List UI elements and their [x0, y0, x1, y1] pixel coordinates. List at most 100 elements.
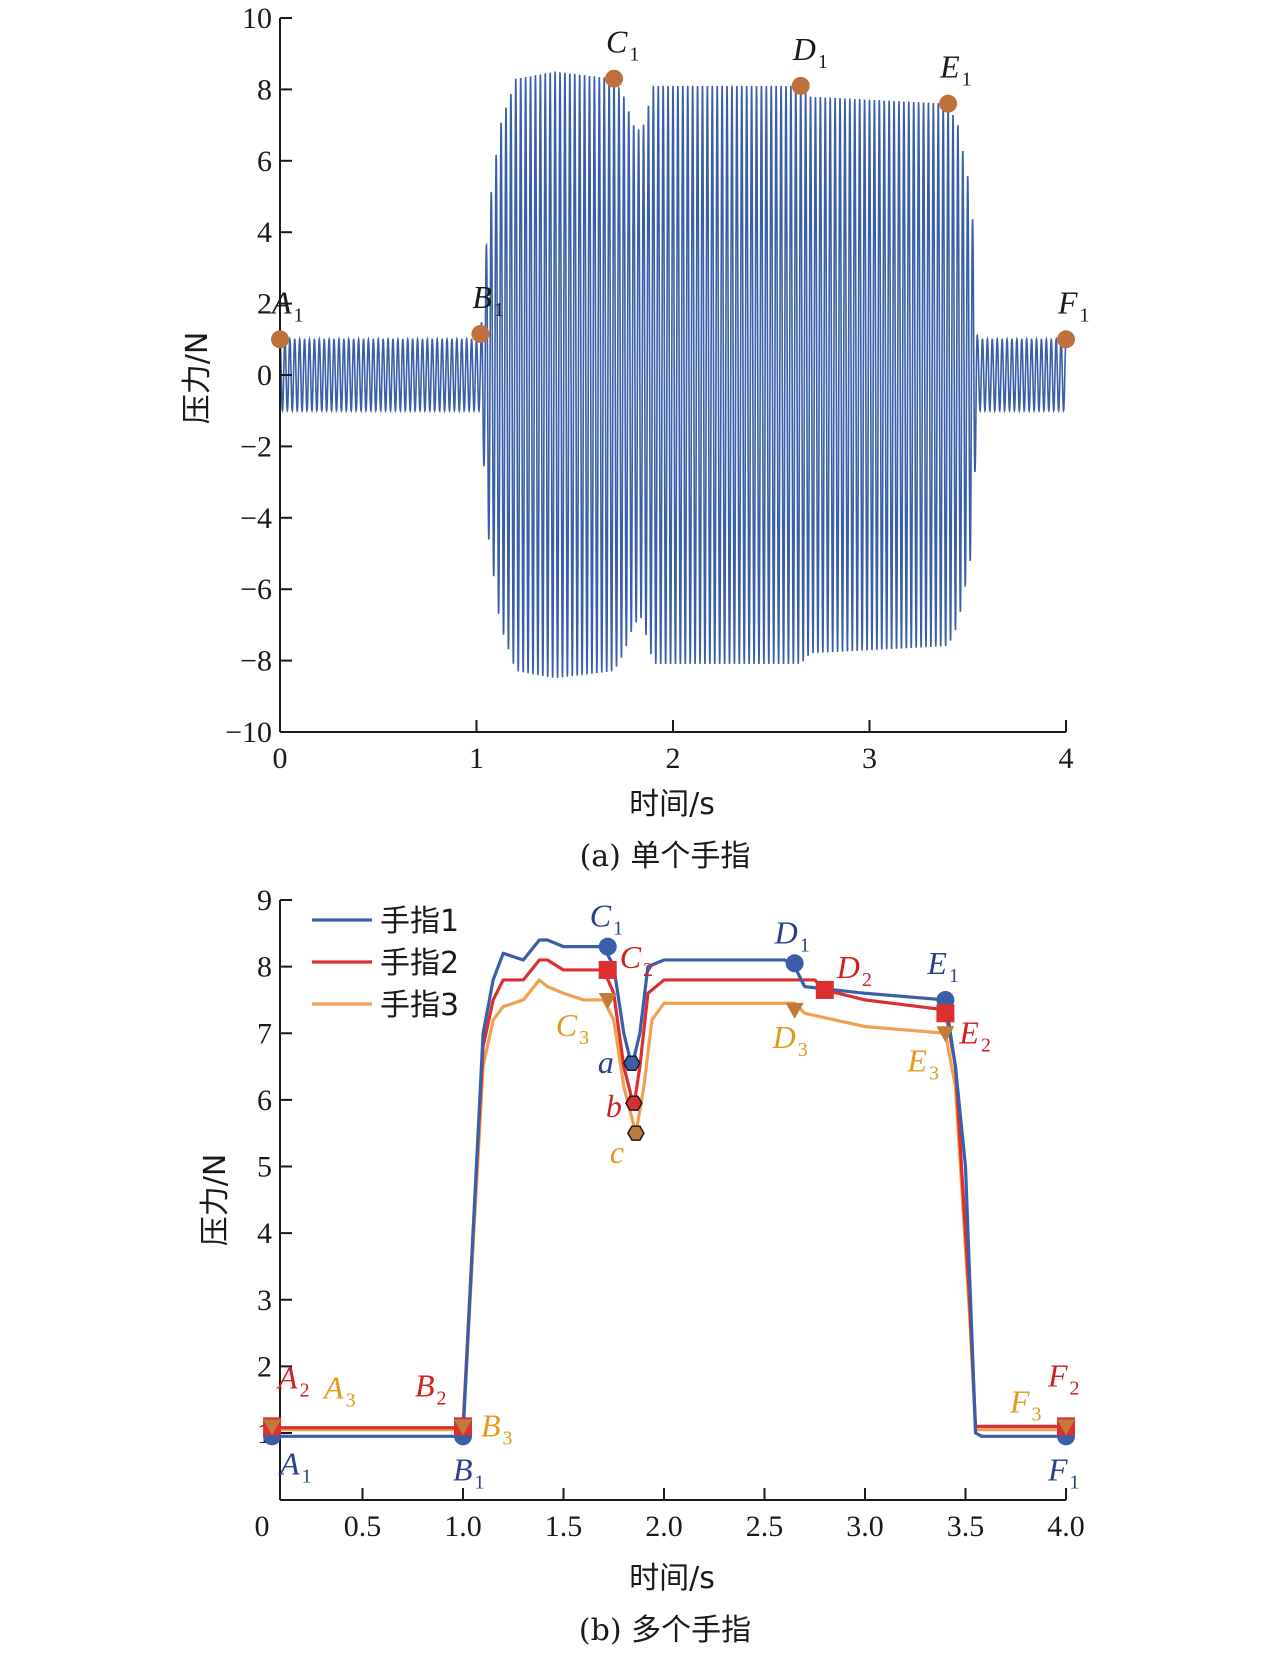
panel-b-point-d2: [815, 980, 834, 999]
panel-b-caption: (b) 多个手指: [579, 1613, 751, 1648]
panel-b-label-c1-sub: 1: [613, 918, 623, 940]
panel-a-point-a1: [271, 330, 289, 349]
panel-a-y-axis-label: 压力/N: [180, 332, 215, 425]
panel-a-y-tick-label: 10: [242, 2, 272, 35]
panel-b-minimum-label-c: c: [610, 1134, 624, 1170]
panel-a-point-e1: [939, 94, 958, 113]
panel-b-point-c1: [598, 937, 617, 956]
panel-b-label-c2-sub: 2: [643, 959, 653, 981]
panel-b-y-tick-label: 7: [257, 1017, 272, 1050]
panel-a-y-tick-label: 0: [257, 359, 272, 392]
panel-b-label-b2-sub: 2: [437, 1387, 447, 1409]
panel-a-point-c1: [605, 69, 624, 88]
panel-a-x-tick-label: 3: [862, 742, 877, 775]
panel-a-y-tick-label: 4: [257, 216, 272, 249]
panel-a-label-f1-sub: 1: [1080, 304, 1090, 326]
panel-b-label-e3-sub: 3: [929, 1062, 939, 1084]
panel-b-x-tick-label: 2.5: [746, 1510, 784, 1543]
panel-b-point-e2: [936, 1004, 955, 1023]
panel-b-x-tick-label: 2.0: [645, 1510, 683, 1543]
panel-b-x-tick-label: 1.0: [444, 1510, 482, 1543]
panel-a-x-tick-label: 1: [469, 742, 484, 775]
panel-b-series-2: [272, 958, 1066, 1430]
panel-a-y-tick-label: −8: [240, 645, 272, 678]
panel-b-point-e3: [936, 1026, 955, 1043]
panel-b-minimum-b: [625, 1095, 643, 1111]
panel-a-label-c1-sub: 1: [629, 44, 639, 66]
panel-b-minimum-label-b: b: [606, 1088, 622, 1124]
panel-a-y-tick-label: 6: [257, 145, 272, 178]
legend-label-2: 手指2: [380, 946, 459, 981]
panel-a-y-tick-label: −2: [240, 430, 272, 463]
legend-label-1: 手指1: [380, 904, 459, 939]
panel-b-minimum-label-a: a: [598, 1044, 614, 1080]
panel-b-x-ticks: 0 0.5 1.0 1.5 2.0 2.5 3.0 3.5 4.0: [255, 1488, 1085, 1543]
panel-b-x-tick-label: 0: [255, 1510, 270, 1543]
panel-b-key-points: A 1 B 1 C 1 D 1 E 1 F 1 A 2 B 2 C 2 D 2 E 2 F 2 A 3 B 3 C 3 D 3 E 3 F 3 abc: [263, 898, 1080, 1493]
panel-b-x-tick-label: 3.0: [846, 1510, 884, 1543]
panel-a-x-tick-label: 2: [666, 742, 681, 775]
panel-b-label-f1-sub: 1: [1070, 1471, 1080, 1493]
panel-a-y-tick-label: 2: [257, 288, 272, 321]
panel-b-x-tick-label: 1.5: [545, 1510, 583, 1543]
panel-b-point-d3: [785, 1002, 804, 1019]
panel-b-y-tick-label: 4: [257, 1217, 272, 1250]
panel-b-point-c3: [598, 992, 617, 1009]
panel-b-y-axis-label: 压力/N: [198, 1154, 233, 1247]
panel-b-series-3: [272, 978, 1066, 1432]
panel-b-x-tick-label: 0.5: [344, 1510, 382, 1543]
panel-b-label-f3-sub: 3: [1032, 1403, 1042, 1425]
panel-b-label-d3-sub: 3: [798, 1039, 808, 1061]
panel-b-y-tick-label: 3: [257, 1284, 272, 1317]
panel-a-y-tick-label: −6: [240, 573, 272, 606]
panel-a-label-d1-sub: 1: [818, 51, 828, 73]
panel-a-y-tick-label: −4: [240, 502, 272, 535]
panel-a-label-e1-sub: 1: [962, 69, 972, 91]
panel-b-label-e1-sub: 1: [949, 965, 959, 987]
panel-a-point-f1: [1057, 330, 1075, 349]
panel-b-point-d1: [785, 954, 804, 973]
panel-b-label-d2-sub: 2: [862, 969, 872, 991]
legend-label-3: 手指3: [380, 988, 459, 1023]
panel-b-label-a3-sub: 3: [346, 1389, 356, 1411]
panel-b-label-c3-sub: 3: [579, 1027, 589, 1049]
panel-b-point-c2: [598, 960, 617, 979]
panel-b-y-tick-label: 8: [257, 951, 272, 984]
panel-b-y-tick-label: 9: [257, 884, 272, 917]
panel-a-label-b1-sub: 1: [494, 299, 504, 321]
panel-b-point-f3: [1057, 1419, 1075, 1436]
panel-a-x-ticks: 0 1 2 3 4: [273, 720, 1074, 775]
panel-a-x-axis-label: 时间/s: [629, 787, 715, 822]
panel-b-label-f2-sub: 2: [1070, 1377, 1080, 1399]
panel-a-y-ticks: 10 8 6 4 2 0 −2 −4 −6 −8 −10: [225, 2, 292, 749]
panel-b-point-a3: [263, 1419, 282, 1436]
panel-a-pressure-signal: [279, 71, 1067, 678]
panel-b-minimum-c: [627, 1125, 645, 1141]
panel-b-label-b3-sub: 3: [503, 1427, 513, 1449]
panel-a-x-tick-label: 0: [273, 742, 288, 775]
panel-a-plot-area: [279, 71, 1067, 678]
panel-b-label-a1-sub: 1: [302, 1465, 312, 1487]
